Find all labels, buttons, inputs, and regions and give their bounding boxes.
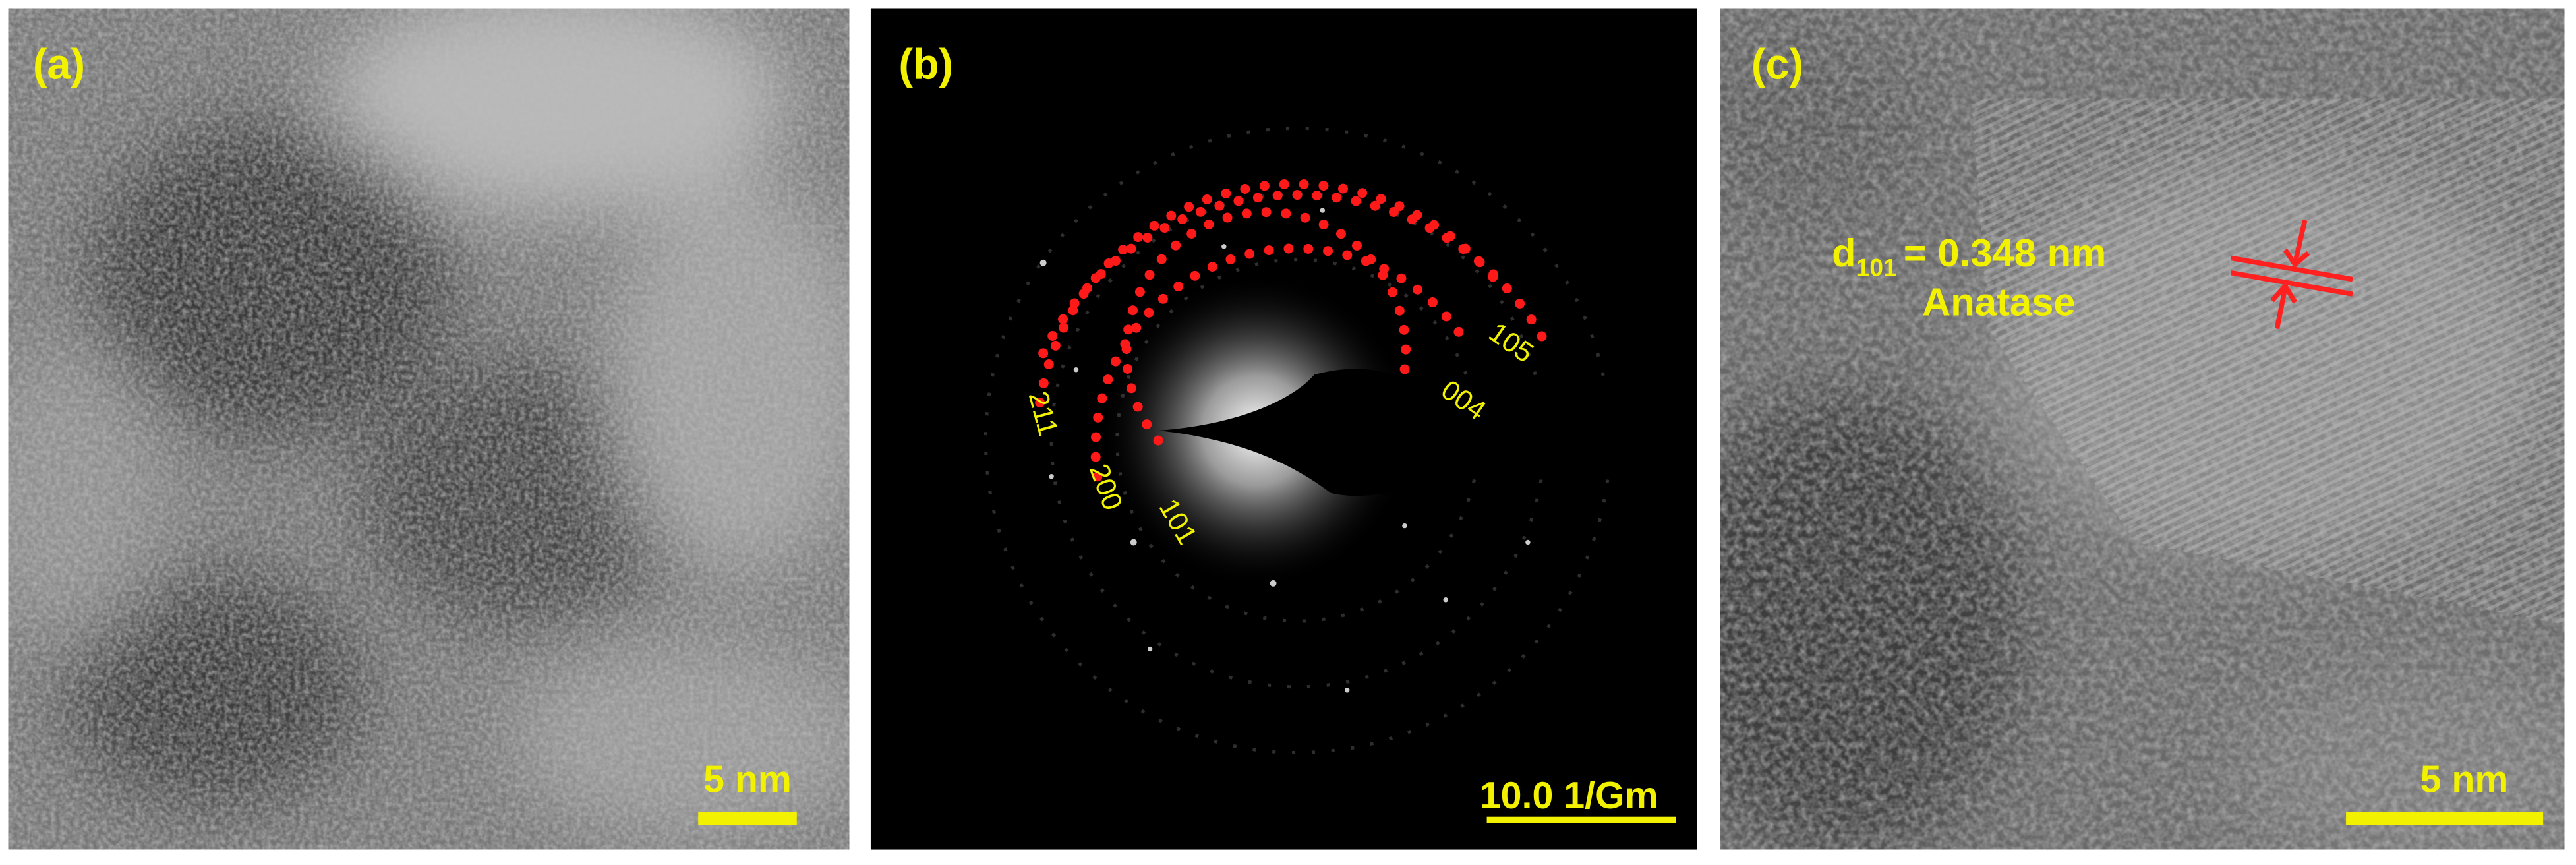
phase-label: Anatase [1922, 280, 2076, 324]
panel-b-image [870, 8, 1697, 850]
scale-bar [1486, 816, 1676, 823]
panel-label: (b) [898, 40, 953, 88]
panel-a-image [8, 8, 850, 850]
scale-bar-label: 5 nm [2420, 758, 2509, 800]
d-index: 101 [1856, 254, 1896, 282]
scale-bar [2346, 812, 2544, 825]
d-symbol: d [1832, 231, 1856, 275]
d-value: = 0.348 nm [1904, 231, 2106, 275]
d-spacing: d101 = 0.348 nm [1832, 231, 2106, 282]
panel-c-image [1720, 8, 2565, 850]
spacing-marker [2230, 220, 2353, 330]
panel-label: (a) [33, 40, 85, 88]
scale-bar-label: 10.0 1/Gm [1480, 775, 1658, 817]
panel-label: (c) [1751, 40, 1803, 88]
scale-bar [698, 812, 797, 825]
scale-bar-label: 5 nm [703, 758, 792, 800]
